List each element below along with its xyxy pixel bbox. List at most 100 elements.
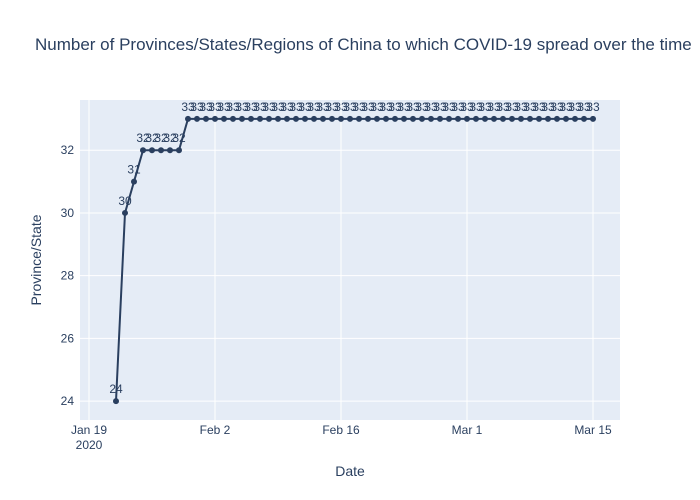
- data-point[interactable]: [527, 115, 533, 122]
- data-point[interactable]: [239, 115, 245, 122]
- data-point[interactable]: [284, 115, 290, 122]
- data-label: 33: [190, 100, 204, 114]
- data-point[interactable]: [500, 115, 506, 122]
- data-point[interactable]: [365, 115, 371, 122]
- data-label: 33: [235, 100, 249, 114]
- data-label: 33: [388, 100, 402, 114]
- data-label: 33: [289, 100, 303, 114]
- data-label: 32: [172, 131, 186, 145]
- data-label: 33: [253, 100, 267, 114]
- data-point[interactable]: [428, 115, 434, 122]
- data-label: 33: [307, 100, 321, 114]
- data-point[interactable]: [590, 115, 596, 122]
- data-label: 33: [217, 100, 231, 114]
- data-label: 33: [361, 100, 375, 114]
- data-label: 24: [109, 382, 123, 396]
- data-label: 32: [163, 131, 177, 145]
- data-point[interactable]: [437, 115, 443, 122]
- data-label: 33: [379, 100, 393, 114]
- data-point[interactable]: [140, 147, 146, 154]
- data-point[interactable]: [473, 115, 479, 122]
- data-point[interactable]: [131, 178, 137, 185]
- data-point[interactable]: [374, 115, 380, 122]
- data-label: 33: [397, 100, 411, 114]
- data-point[interactable]: [302, 115, 308, 122]
- data-point[interactable]: [464, 115, 470, 122]
- data-point[interactable]: [248, 115, 254, 122]
- data-point[interactable]: [257, 115, 263, 122]
- x-tick-label: Feb 16: [322, 423, 360, 437]
- data-label: 33: [181, 100, 195, 114]
- data-point[interactable]: [221, 115, 227, 122]
- data-point[interactable]: [545, 115, 551, 122]
- data-point[interactable]: [149, 147, 155, 154]
- data-label: 33: [334, 100, 348, 114]
- data-label: 33: [208, 100, 222, 114]
- data-label: 30: [118, 194, 132, 208]
- data-point[interactable]: [275, 115, 281, 122]
- data-point[interactable]: [176, 147, 182, 154]
- data-label: 33: [424, 100, 438, 114]
- data-point[interactable]: [581, 115, 587, 122]
- data-label: 32: [154, 131, 168, 145]
- data-point[interactable]: [158, 147, 164, 154]
- data-point[interactable]: [446, 115, 452, 122]
- data-label: 32: [136, 131, 150, 145]
- data-label: 33: [451, 100, 465, 114]
- data-point[interactable]: [122, 209, 128, 216]
- data-point[interactable]: [212, 115, 218, 122]
- data-label: 33: [433, 100, 447, 114]
- data-point[interactable]: [356, 115, 362, 122]
- data-point[interactable]: [185, 115, 191, 122]
- data-point[interactable]: [266, 115, 272, 122]
- data-label: 33: [442, 100, 456, 114]
- data-label: 31: [127, 163, 141, 177]
- data-label: 33: [244, 100, 258, 114]
- data-point[interactable]: [347, 115, 353, 122]
- data-point[interactable]: [230, 115, 236, 122]
- data-point[interactable]: [329, 115, 335, 122]
- data-point[interactable]: [410, 115, 416, 122]
- data-point[interactable]: [554, 115, 560, 122]
- data-label: 33: [541, 100, 555, 114]
- x-tick-label: Mar 1: [452, 423, 483, 437]
- data-point[interactable]: [491, 115, 497, 122]
- data-label: 33: [343, 100, 357, 114]
- data-point[interactable]: [383, 115, 389, 122]
- data-point[interactable]: [320, 115, 326, 122]
- data-label: 33: [271, 100, 285, 114]
- data-label: 33: [532, 100, 546, 114]
- data-label: 33: [370, 100, 384, 114]
- data-point[interactable]: [509, 115, 515, 122]
- data-label: 33: [262, 100, 276, 114]
- data-point[interactable]: [563, 115, 569, 122]
- data-label: 33: [586, 100, 600, 114]
- y-tick-label: 32: [61, 143, 75, 157]
- data-point[interactable]: [338, 115, 344, 122]
- data-point[interactable]: [293, 115, 299, 122]
- data-point[interactable]: [167, 147, 173, 154]
- data-label: 33: [568, 100, 582, 114]
- data-point[interactable]: [419, 115, 425, 122]
- x-tick-label: Jan 19: [71, 423, 107, 437]
- data-point[interactable]: [113, 398, 119, 405]
- data-point[interactable]: [194, 115, 200, 122]
- data-point[interactable]: [536, 115, 542, 122]
- data-point[interactable]: [482, 115, 488, 122]
- data-point[interactable]: [518, 115, 524, 122]
- data-label: 33: [469, 100, 483, 114]
- data-label: 33: [514, 100, 528, 114]
- data-point[interactable]: [572, 115, 578, 122]
- data-point[interactable]: [203, 115, 209, 122]
- chart-title: Number of Provinces/States/Regions of Ch…: [35, 35, 692, 54]
- data-point[interactable]: [401, 115, 407, 122]
- data-label: 33: [460, 100, 474, 114]
- data-label: 33: [316, 100, 330, 114]
- data-point[interactable]: [392, 115, 398, 122]
- data-label: 33: [406, 100, 420, 114]
- data-point[interactable]: [311, 115, 317, 122]
- data-point[interactable]: [455, 115, 461, 122]
- data-label: 33: [226, 100, 240, 114]
